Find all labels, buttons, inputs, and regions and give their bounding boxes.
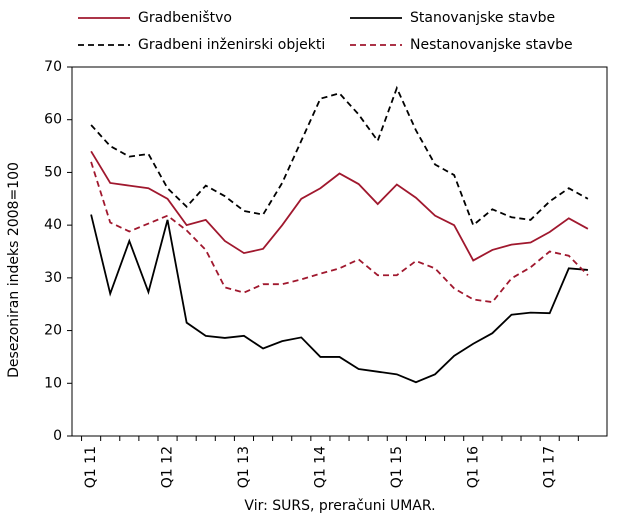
x-tick-label: Q1 13 bbox=[236, 446, 252, 488]
series-line bbox=[90, 161, 589, 304]
y-axis-label: Desezoniran indeks 2008=100 bbox=[6, 162, 22, 378]
legend-label: Nestanovanjske stavbe bbox=[410, 37, 573, 53]
series-line bbox=[90, 214, 588, 384]
legend-label: Gradbeni inženirski objekti bbox=[138, 37, 325, 53]
y-tick-label: 10 bbox=[44, 375, 62, 391]
source: Vir: SURS, preračuni UMAR. bbox=[244, 498, 435, 514]
y-tick-label: 40 bbox=[44, 217, 62, 233]
x-tick-label: Q1 16 bbox=[465, 446, 481, 488]
plot-frame bbox=[71, 66, 608, 437]
x-tick-label: Q1 14 bbox=[312, 446, 328, 488]
series-line bbox=[90, 85, 589, 227]
y-tick-label: 70 bbox=[44, 59, 62, 75]
x-tick-label: Q1 15 bbox=[389, 446, 405, 488]
legend-label: Gradbeništvo bbox=[138, 10, 232, 26]
x-tick-label: Q1 17 bbox=[542, 446, 558, 488]
y-tick-label: 60 bbox=[44, 112, 62, 128]
legend-label: Stanovanjske stavbe bbox=[410, 10, 555, 26]
x-tick-label: Q1 12 bbox=[160, 446, 176, 488]
x-tick-label: Q1 11 bbox=[83, 446, 99, 488]
series-line bbox=[90, 150, 589, 262]
y-tick-label: 0 bbox=[53, 428, 62, 444]
y-tick-label: 50 bbox=[44, 164, 62, 180]
y-tick-label: 20 bbox=[44, 323, 62, 339]
y-tick-label: 30 bbox=[44, 270, 62, 286]
